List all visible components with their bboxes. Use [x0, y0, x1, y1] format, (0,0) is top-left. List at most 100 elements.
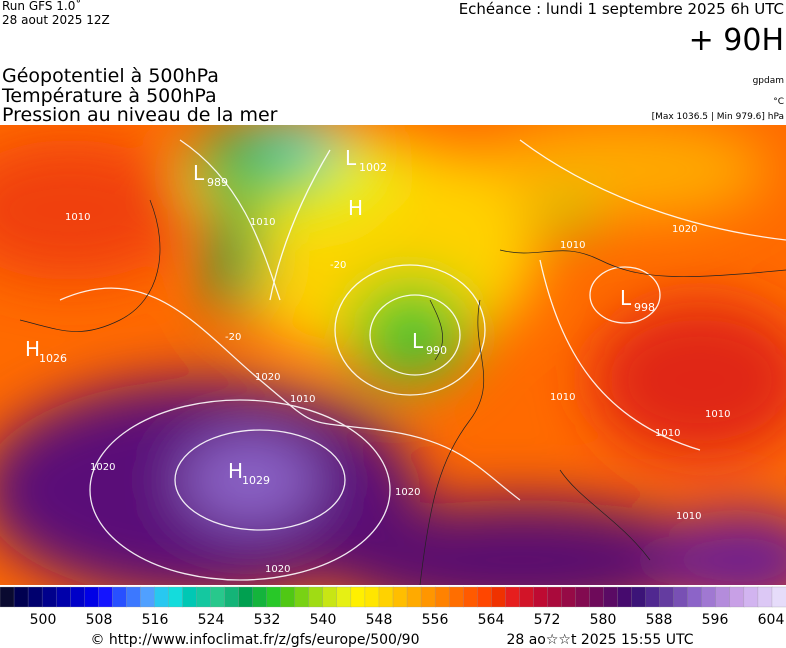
center-type: H	[348, 196, 363, 220]
coastlines	[19, 199, 786, 585]
colorbar-swatch	[701, 586, 717, 608]
colorbar-swatch	[519, 586, 535, 608]
colorbar-swatch	[84, 586, 99, 608]
colorbar-swatch	[631, 586, 647, 608]
colorbar-swatch	[533, 586, 549, 608]
contour-label: 1010	[290, 394, 315, 405]
field-name: Température à 500hPa	[1, 85, 217, 107]
colorbar-swatch	[673, 586, 689, 608]
colorbar-tick: 532	[254, 612, 281, 628]
center-type: L	[193, 161, 205, 185]
colorbar-tick: 516	[142, 612, 169, 628]
colorbar-swatch	[336, 586, 352, 608]
center-value: 1029	[242, 474, 270, 487]
colorbar-swatch	[659, 586, 675, 608]
field-name: Géopotentiel à 500hPa	[2, 65, 219, 87]
center-value: 989	[207, 176, 228, 189]
contour-label: -20	[225, 332, 241, 343]
colorbar-swatch	[715, 586, 731, 608]
unit: °C	[773, 97, 784, 107]
colorbar-swatch	[112, 586, 127, 608]
colorbar-swatch	[13, 586, 29, 608]
colorbar-swatch	[322, 586, 338, 608]
colorbar-tick: 524	[198, 612, 225, 628]
contour-label: 1020	[265, 564, 290, 575]
colorbar-swatch	[771, 586, 786, 608]
colorbar-swatch	[617, 586, 633, 608]
lead-time: + 90H	[689, 23, 784, 58]
colorbar-swatch	[575, 586, 591, 608]
colorbar-swatch	[364, 586, 380, 608]
unit: gpdam	[753, 76, 784, 86]
colorbar-swatch	[168, 586, 184, 608]
contour-label: 1010	[560, 240, 585, 251]
colorbar-tick: 572	[534, 612, 561, 628]
colorbar-swatch	[463, 586, 478, 608]
colorbar-tick: 508	[86, 612, 113, 628]
colorbar-tick: 548	[366, 612, 393, 628]
center-value: 1002	[359, 161, 387, 174]
colorbar-swatch	[41, 586, 57, 608]
colorbar-tick: 604	[758, 612, 785, 628]
footer-generated: 28 ao☆☆t 2025 15:55 UTC	[506, 632, 693, 648]
contour-label: 1020	[255, 372, 280, 383]
colorbar-swatch	[210, 586, 226, 608]
contour-label: 1010	[550, 392, 575, 403]
center-type: H	[228, 459, 243, 483]
contour-label: 1010	[705, 409, 730, 420]
colorbar-swatch	[294, 586, 310, 608]
contour-label: 1020	[90, 462, 115, 473]
colorbar-swatch	[154, 586, 170, 608]
field-name: Pression au niveau de la mer	[2, 104, 278, 126]
colorbar-swatch	[140, 586, 156, 608]
colorbar-swatch	[434, 586, 450, 608]
colorbar-swatch	[561, 586, 577, 608]
colorbar-swatch	[743, 586, 759, 608]
colorbar-swatch	[55, 586, 71, 608]
run-date: 28 aout 2025 12Z	[2, 13, 110, 27]
center-value: 998	[634, 301, 655, 314]
colorbar-swatch	[392, 586, 408, 608]
colorbar-tick: 556	[422, 612, 449, 628]
valid-time: Echéance : lundi 1 septembre 2025 6h UTC	[459, 0, 784, 18]
contour-labels: 1010 1010 1010 1020 1010 1020 1020 1020 1020 1010…	[65, 212, 730, 575]
colorbar-swatch	[70, 586, 85, 608]
map-field	[0, 125, 786, 585]
colorbar-swatch	[126, 586, 142, 608]
center-type: L	[620, 286, 632, 310]
contour-label: 1010	[655, 428, 680, 439]
colorbar-swatch	[27, 586, 43, 608]
colorbar-swatch	[182, 586, 198, 608]
center-type: L	[345, 146, 357, 170]
colorbar-swatch	[406, 586, 422, 608]
contour-label: 1010	[676, 511, 701, 522]
colorbar-tick: 540	[310, 612, 337, 628]
colorbar-swatch	[477, 586, 492, 608]
colorbar-swatch	[491, 586, 506, 608]
colorbar-swatch	[729, 586, 745, 608]
colorbar-swatch	[378, 586, 394, 608]
colorbar-swatch	[238, 586, 254, 608]
colorbar-tick: 588	[646, 612, 673, 628]
colorbar-swatch	[603, 586, 619, 608]
colorbar-swatch	[757, 586, 773, 608]
colorbar-swatch	[280, 586, 296, 608]
center-value: 990	[426, 344, 447, 357]
colorbar-swatch	[0, 586, 15, 608]
contour-label: 1020	[672, 224, 697, 235]
colorbar-swatch	[687, 586, 703, 608]
colorbar-tick: 500	[30, 612, 57, 628]
center-type: H	[25, 337, 40, 361]
colorbar-tick: 564	[478, 612, 505, 628]
colorbar-swatch	[350, 586, 366, 608]
contour-label: 1020	[395, 487, 420, 498]
colorbar: 500 508 516 524 532 540 548 556 564 572 580 588 596 6…	[0, 586, 786, 628]
colorbar-swatch	[448, 586, 464, 608]
unit: [Max 1036.5 | Min 979.6] hPa	[652, 112, 784, 122]
contour-label: 1010	[250, 217, 275, 228]
footer-source: © http://www.infoclimat.fr/z/gfs/europe/…	[90, 632, 419, 648]
colorbar-swatch	[505, 586, 520, 608]
center-type: L	[412, 329, 424, 353]
